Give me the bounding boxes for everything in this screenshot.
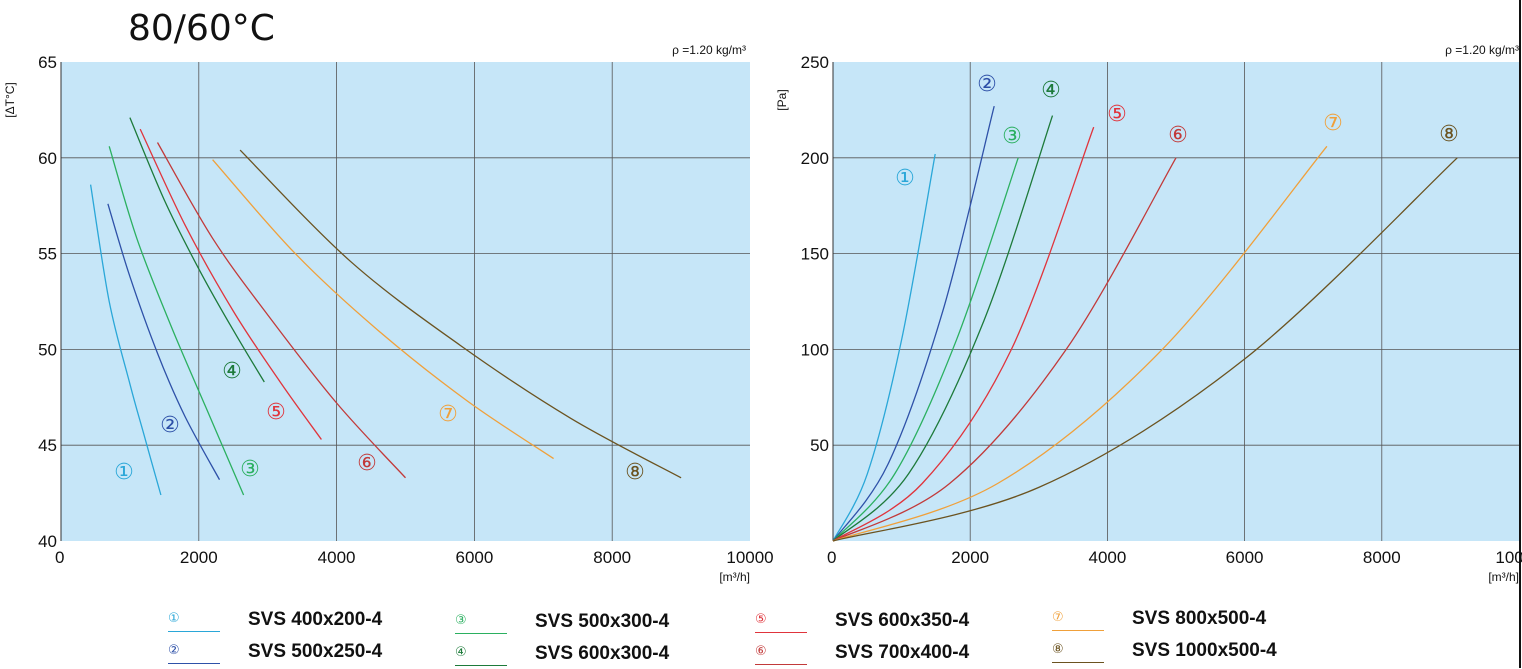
curve-label-7: ⑦ [438, 402, 458, 427]
legend-line-swatch [1052, 662, 1104, 663]
y-tick-label: 65 [38, 53, 57, 72]
legend-label: SVS 500x250-4 [248, 641, 383, 662]
legend-line-swatch [455, 665, 507, 666]
legend-number: ① [168, 611, 180, 626]
legend-label: SVS 800x500-4 [1132, 608, 1267, 629]
legend-number: ⑤ [755, 612, 767, 627]
x-tick-label: 8000 [593, 548, 631, 567]
series-line-1 [89, 184, 162, 496]
legend-number: ③ [455, 613, 467, 628]
legend-number: ④ [455, 645, 467, 660]
legend-number: ⑧ [1052, 642, 1064, 657]
series-line-2 [107, 203, 221, 481]
x-axis-label: [m³/h] [719, 570, 750, 584]
legend-line-swatch [455, 633, 507, 634]
series-line-3 [108, 146, 245, 496]
x-tick-label: 2000 [951, 548, 989, 567]
legend-number: ⑦ [1052, 610, 1064, 625]
y-axis-label: [Pa] [775, 89, 789, 110]
y-tick-label: 50 [810, 436, 829, 455]
legend-label: SVS 500x300-4 [535, 611, 670, 632]
x-tick-label: 0 [827, 548, 836, 567]
legend-number: ⑥ [755, 644, 767, 659]
curve-label-4: ④ [1041, 78, 1061, 103]
legend-label: SVS 400x200-4 [248, 609, 383, 630]
y-tick-label: 100 [801, 340, 829, 359]
series-line-2 [832, 105, 995, 542]
curve-label-6: ⑥ [357, 451, 377, 476]
y-tick-label: 150 [801, 245, 829, 264]
x-tick-label: 4000 [318, 548, 356, 567]
series-line-7 [212, 159, 554, 460]
series-line-4 [129, 117, 265, 383]
x-tick-label: 4000 [1088, 548, 1126, 567]
x-tick-label: 2000 [180, 548, 218, 567]
curve-label-8: ⑧ [625, 460, 645, 485]
y-tick-label: 250 [801, 53, 829, 72]
x-tick-label: 6000 [1226, 548, 1264, 567]
y-tick-label: 50 [38, 340, 57, 359]
series-line-7 [832, 145, 1328, 542]
x-tick-label: 10000 [726, 548, 773, 567]
x-axis-label: [m³/h] [1488, 570, 1519, 584]
legend-number: ② [168, 643, 180, 658]
x-tick-label: 6000 [455, 548, 493, 567]
legend-line-swatch [168, 631, 220, 632]
frame-border [1519, 0, 1521, 668]
series-line-1 [832, 153, 936, 542]
y-tick-label: 40 [38, 532, 57, 551]
x-tick-label: 8000 [1363, 548, 1401, 567]
density-label: ρ =1.20 kg/m³ [1445, 43, 1519, 57]
plot-area [833, 62, 1519, 541]
curve-label-2: ② [977, 72, 997, 97]
series-line-6 [832, 157, 1177, 542]
y-tick-label: 200 [801, 149, 829, 168]
curve-label-3: ③ [1002, 124, 1022, 149]
legend-line-swatch [168, 663, 220, 664]
series-line-5 [832, 126, 1095, 542]
series-line-8 [239, 149, 682, 479]
curve-label-5: ⑤ [266, 400, 286, 425]
curve-label-6: ⑥ [1168, 123, 1188, 148]
y-tick-label: 60 [38, 149, 57, 168]
density-label: ρ =1.20 kg/m³ [672, 43, 746, 57]
legend-label: SVS 600x300-4 [535, 643, 670, 664]
legend-label: SVS 600x350-4 [835, 610, 970, 631]
pressure-chart: 0 2000 4000 6000 8000 10000 50 100 150 200 250 [m³/… [775, 43, 1522, 584]
curve-label-1: ① [114, 460, 134, 485]
y-tick-label: 55 [38, 245, 57, 264]
series-line-8 [832, 157, 1458, 542]
legend-label: SVS 700x400-4 [835, 642, 970, 663]
plot-area [61, 62, 750, 541]
series-line-4 [832, 115, 1054, 542]
curve-label-8: ⑧ [1439, 122, 1459, 147]
y-tick-label: 45 [38, 436, 57, 455]
series-line-6 [156, 142, 406, 479]
legend-line-swatch [755, 632, 807, 633]
y-axis-label: [ΔT°C] [3, 82, 17, 117]
curve-label-2: ② [160, 413, 180, 438]
x-tick-label: 10000 [1495, 548, 1522, 567]
legend-line-swatch [755, 664, 807, 665]
curve-label-1: ① [895, 166, 915, 191]
chart-title: 80/60°C [128, 8, 275, 49]
temperature-chart: 0 2000 4000 6000 8000 10000 40 45 50 55 60 65 [m³/h]… [3, 43, 774, 584]
curve-label-4: ④ [222, 359, 242, 384]
curve-label-5: ⑤ [1107, 102, 1127, 127]
series-line-3 [832, 157, 1019, 542]
x-tick-label: 0 [55, 548, 64, 567]
legend-label: SVS 1000x500-4 [1132, 640, 1277, 661]
curve-label-7: ⑦ [1323, 111, 1343, 136]
series-line-5 [139, 128, 322, 440]
curve-label-3: ③ [240, 457, 260, 482]
legend: ① SVS 400x200-4 ② SVS 500x250-4 ③ SVS 50… [0, 600, 1522, 668]
legend-line-swatch [1052, 630, 1104, 631]
